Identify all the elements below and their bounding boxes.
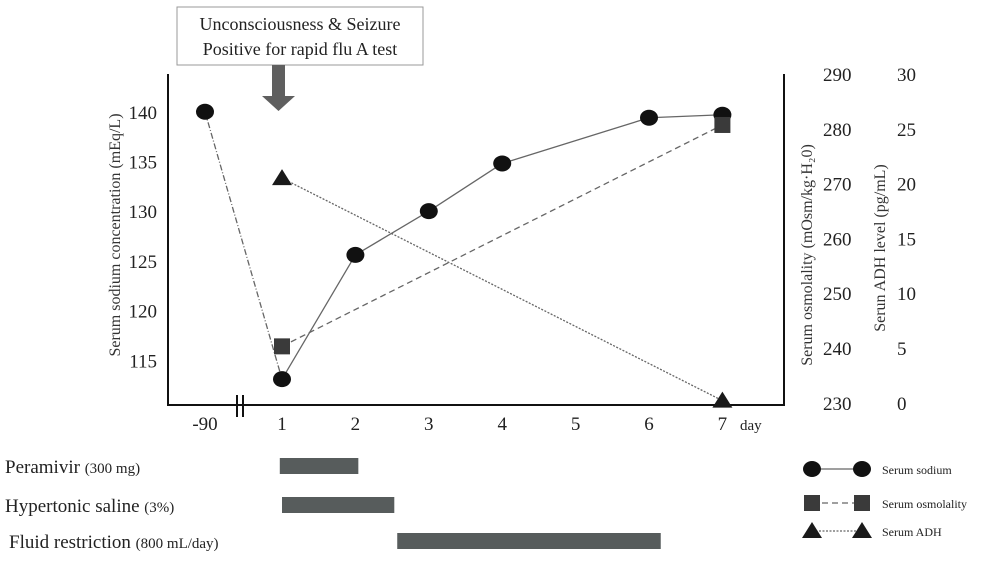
- treatment-row: Peramivir (300 mg): [5, 457, 359, 478]
- y-right1-tick-label: 280: [823, 120, 852, 141]
- x-axis-label: day: [740, 418, 762, 434]
- treatment-label: Fluid restriction (800 mL/day): [9, 532, 219, 553]
- legend-triangle-icon: [802, 522, 822, 538]
- treatment-name: Fluid restriction: [9, 532, 131, 553]
- treatment-dose: (800 mL/day): [136, 536, 219, 552]
- series-serum-sodium: [196, 103, 732, 388]
- y-right1-tick-label: 230: [823, 394, 852, 415]
- treatment-label: Peramivir (300 mg): [5, 457, 140, 478]
- y-right1-tick-label: 290: [823, 65, 852, 86]
- y-right2-tick-label: 10: [897, 284, 916, 305]
- y-left-tick-label: 115: [129, 351, 157, 372]
- x-tick-label: 2: [351, 414, 361, 435]
- x-tick-label: 4: [497, 414, 507, 435]
- series-serum-adh: [272, 169, 733, 408]
- down-arrow-icon: [262, 65, 295, 111]
- data-point-triangle: [712, 391, 733, 408]
- annotation: Unconsciousness & Seizure Positive for r…: [176, 6, 424, 111]
- legend-circle-icon: [803, 461, 821, 477]
- y-right2-tick-label: 0: [897, 394, 907, 415]
- y-left-tick-label: 135: [129, 152, 158, 173]
- y-right2-tick-label: 25: [897, 120, 916, 141]
- y-left-tick-label: 130: [129, 202, 158, 223]
- y-right2-tick-label: 5: [897, 339, 907, 360]
- treatment-label: Hypertonic saline (3%): [5, 496, 174, 517]
- treatment-duration-bar: [397, 533, 661, 549]
- annotation-line-2: Positive for rapid flu A test: [203, 39, 397, 59]
- series-line-segment: [281, 177, 723, 402]
- y-right2-tick-label: 30: [897, 65, 916, 86]
- legend-triangle-icon: [852, 522, 872, 538]
- x-tick-label: 1: [277, 414, 287, 435]
- y-left-tick-label: 125: [129, 252, 158, 273]
- y-left-axis-label: Serum sodium concentration (mEq/L): [107, 113, 124, 356]
- y-right2-tick-label: 20: [897, 175, 916, 196]
- legend-label: Serum sodium: [882, 463, 952, 477]
- y-right1-tick-label: 270: [823, 175, 852, 196]
- annotation-line-1: Unconsciousness & Seizure: [200, 14, 401, 34]
- treatment-dose: (300 mg): [85, 461, 140, 477]
- legend-entry: Serum sodium: [803, 461, 952, 477]
- x-tick-label: 6: [644, 414, 654, 435]
- treatment-dose: (3%): [144, 500, 174, 516]
- series-line-segment: [281, 254, 356, 380]
- y-right1-tick-label: 250: [823, 284, 852, 305]
- x-tick-label: 3: [424, 414, 434, 435]
- treatment-row: Hypertonic saline (3%): [5, 496, 395, 517]
- plot-frame: [167, 74, 785, 417]
- y-left-tick-label: 120: [129, 302, 158, 323]
- treatment-row: Fluid restriction (800 mL/day): [9, 532, 661, 553]
- y-right2-axis-label: Serun ADH level (pg/mL): [872, 164, 889, 332]
- x-tick-label: 5: [571, 414, 581, 435]
- series-line-segment: [648, 114, 723, 119]
- data-point-square: [714, 116, 731, 133]
- y-right2-tick-label: 15: [897, 229, 916, 250]
- data-point-circle: [196, 103, 214, 120]
- legend-label: Serum osmolality: [882, 497, 967, 511]
- y-right1-tick-label: 240: [823, 339, 852, 360]
- treatment-name: Hypertonic saline: [5, 496, 140, 517]
- treatment-duration-bar: [282, 497, 395, 513]
- y-left-tick-label: 140: [129, 103, 158, 124]
- series-line-segment: [428, 162, 503, 212]
- y-right1-tick-label: 260: [823, 229, 852, 250]
- data-point-circle: [419, 203, 438, 220]
- series-line-segment: [502, 117, 650, 165]
- legend-square-icon: [804, 495, 820, 511]
- axis-break-icon: [236, 395, 244, 417]
- data-point-circle: [273, 371, 291, 388]
- data-point-circle: [493, 155, 512, 172]
- series-line-segment: [204, 111, 283, 380]
- legend-label: Serum ADH: [882, 525, 942, 539]
- legend-entry: Serum ADH: [802, 522, 942, 539]
- data-point-circle: [640, 109, 658, 126]
- x-tick-label: -90: [192, 414, 217, 435]
- x-tick-label: 7: [718, 414, 728, 435]
- legend-circle-icon: [853, 461, 871, 477]
- data-point-circle: [346, 246, 365, 263]
- series-line-segment: [281, 124, 723, 347]
- treatment-duration-bar: [279, 458, 359, 474]
- y-right1-axis-label: Serum osmolality (mOsm/kg·H₂0): [799, 144, 816, 366]
- legend-entry: Serum osmolality: [804, 495, 967, 511]
- series-serum-osmolality: [274, 116, 731, 355]
- legend-square-icon: [854, 495, 870, 511]
- treatment-name: Peramivir: [5, 457, 81, 478]
- data-point-square: [274, 338, 290, 355]
- data-point-triangle: [272, 169, 292, 186]
